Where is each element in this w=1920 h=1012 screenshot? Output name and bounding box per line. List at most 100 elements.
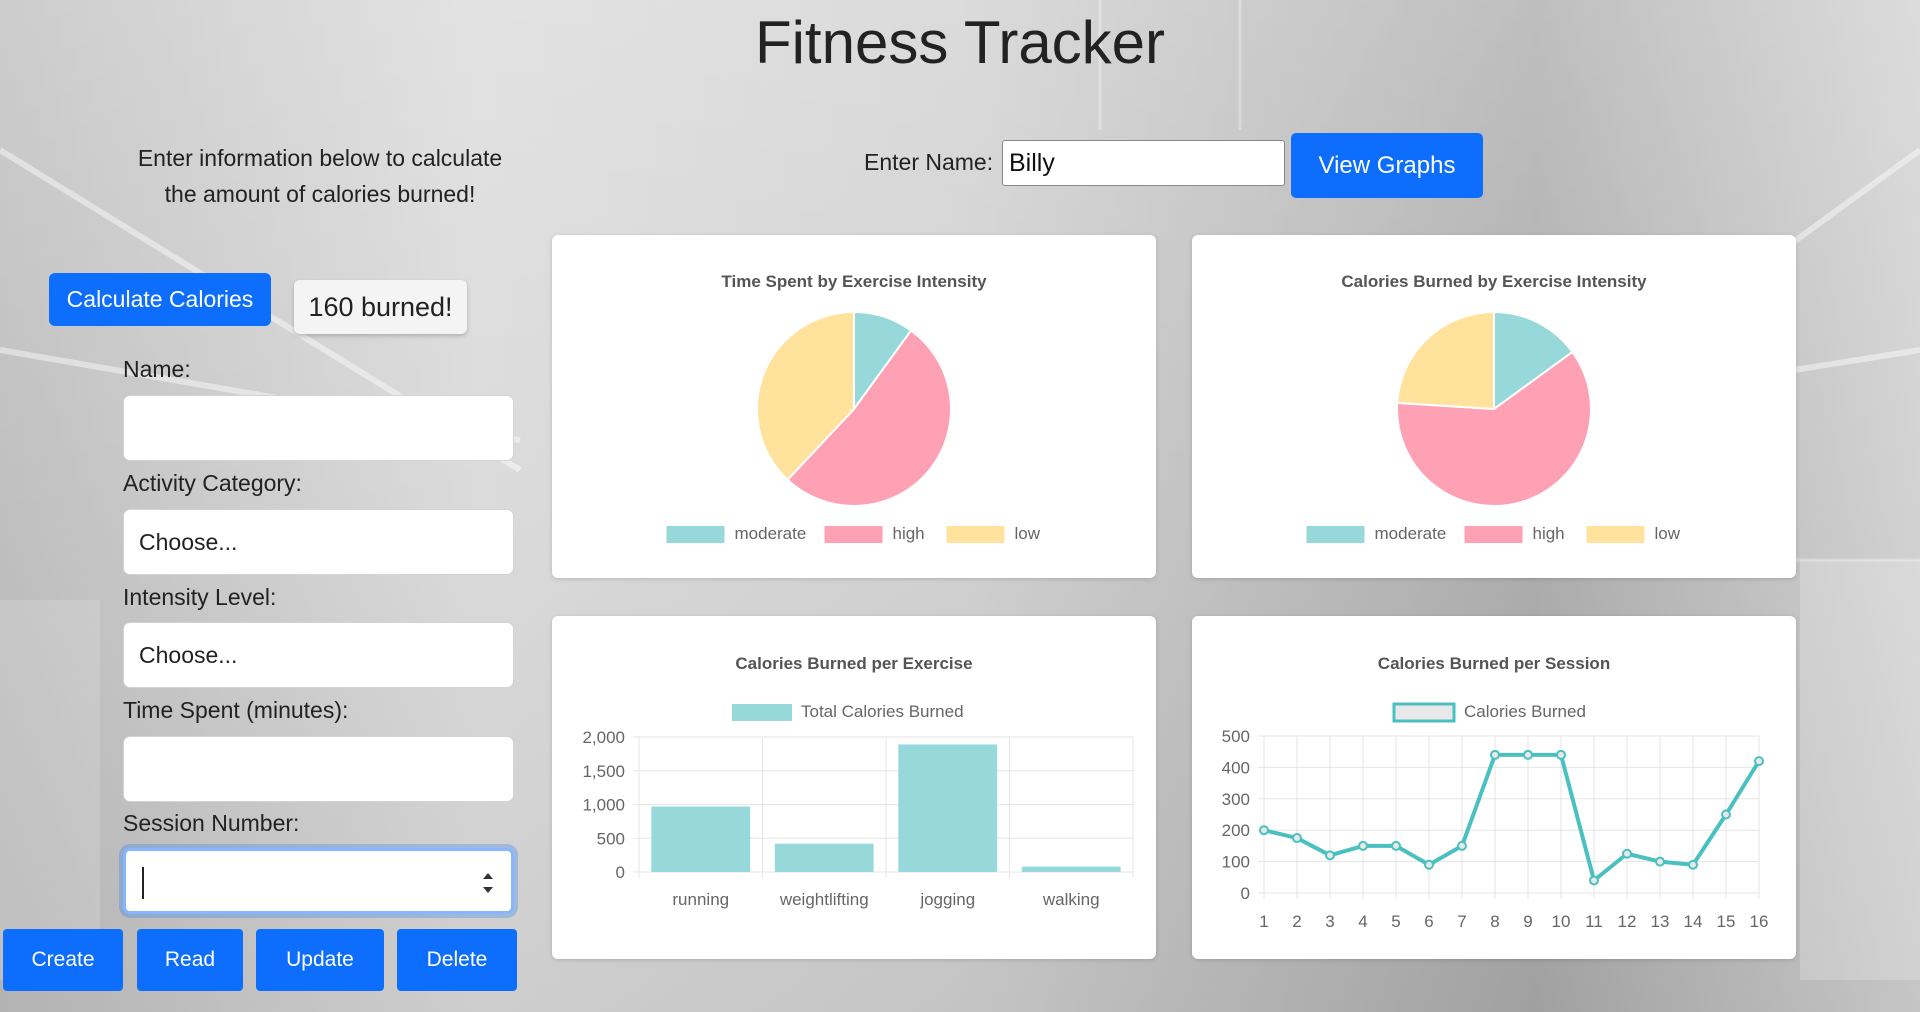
enter-name-input[interactable]: Billy bbox=[1002, 140, 1285, 186]
data-point-8 bbox=[1490, 749, 1500, 760]
y-tick-label: 0 bbox=[1241, 884, 1250, 903]
legend-swatch-high bbox=[824, 526, 883, 543]
time-spent-label: Time Spent (minutes): bbox=[123, 697, 349, 723]
x-tick-label: running bbox=[672, 890, 729, 909]
legend-swatch-moderate bbox=[1306, 526, 1365, 543]
time-spent-input[interactable] bbox=[123, 736, 514, 802]
series-line bbox=[1263, 752, 1761, 883]
data-point-3 bbox=[1325, 850, 1335, 861]
read-button[interactable]: Read bbox=[137, 929, 243, 991]
instructions-text: Enter information below to calculate the… bbox=[110, 140, 530, 212]
data-point-1 bbox=[1259, 825, 1269, 836]
data-point-9 bbox=[1523, 749, 1533, 760]
legend-swatch bbox=[1392, 702, 1456, 723]
y-tick-label: 0 bbox=[616, 863, 625, 882]
intensity-level-select[interactable]: Choose... bbox=[123, 622, 514, 688]
legend-swatch-low bbox=[1586, 526, 1645, 543]
legend-label-low: low bbox=[1655, 524, 1681, 543]
x-tick-label: 8 bbox=[1490, 912, 1499, 931]
x-tick-label: 15 bbox=[1717, 912, 1736, 931]
chart-title: Calories Burned per Session bbox=[1378, 654, 1610, 673]
legend-label-high: high bbox=[1533, 524, 1565, 543]
legend-label-high: high bbox=[893, 524, 925, 543]
legend-label-low: low bbox=[1015, 524, 1041, 543]
legend-label-moderate: moderate bbox=[735, 524, 807, 543]
delete-button[interactable]: Delete bbox=[397, 929, 517, 991]
legend-swatch bbox=[732, 704, 792, 721]
y-tick-label: 500 bbox=[597, 829, 625, 848]
y-tick-label: 400 bbox=[1222, 758, 1250, 777]
instructions-line-1: Enter information below to calculate bbox=[137, 145, 503, 171]
x-tick-label: 9 bbox=[1523, 912, 1532, 931]
x-tick-label: 5 bbox=[1391, 912, 1400, 931]
x-tick-label: 10 bbox=[1552, 912, 1571, 931]
enter-name-label: Enter Name: bbox=[864, 149, 994, 175]
legend-label-moderate: moderate bbox=[1375, 524, 1447, 543]
x-tick-label: 12 bbox=[1618, 912, 1637, 931]
intensity-level-label: Intensity Level: bbox=[123, 584, 277, 610]
data-point-7 bbox=[1457, 840, 1467, 851]
time-intensity-chart-card: Time Spent by Exercise Intensity moderate… bbox=[552, 235, 1156, 578]
x-tick-label: weightlifting bbox=[779, 890, 869, 909]
y-tick-label: 2,000 bbox=[582, 728, 625, 747]
data-point-5 bbox=[1391, 840, 1401, 851]
pie-slice-high bbox=[786, 329, 952, 507]
page-title: Fitness Tracker bbox=[754, 9, 1166, 76]
calories-session-chart-card: Calories Burned per Session Calories Burn… bbox=[1192, 616, 1796, 959]
view-graphs-button[interactable]: View Graphs bbox=[1291, 133, 1483, 198]
bar-running bbox=[651, 806, 751, 872]
update-button[interactable]: Update bbox=[256, 929, 384, 991]
session-number-label: Session Number: bbox=[123, 810, 300, 836]
session-number-input[interactable] bbox=[123, 848, 514, 914]
x-tick-label: 2 bbox=[1292, 912, 1301, 931]
calculate-calories-button[interactable]: Calculate Calories bbox=[49, 273, 271, 326]
x-tick-label: 11 bbox=[1585, 912, 1603, 931]
legend-label: Calories Burned bbox=[1464, 702, 1586, 721]
y-tick-label: 500 bbox=[1222, 727, 1250, 746]
calories-intensity-pie-chart: Calories Burned by Exercise Intensity mod… bbox=[1306, 272, 1681, 543]
chart-title: Calories Burned per Exercise bbox=[735, 654, 972, 673]
x-tick-label: 16 bbox=[1750, 912, 1769, 931]
x-tick-label: 13 bbox=[1651, 912, 1670, 931]
data-point-14 bbox=[1688, 859, 1698, 870]
create-button[interactable]: Create bbox=[3, 929, 123, 991]
x-tick-label: 7 bbox=[1457, 912, 1466, 931]
chart-title: Calories Burned by Exercise Intensity bbox=[1341, 272, 1647, 291]
y-tick-label: 300 bbox=[1222, 790, 1250, 809]
bar-walking bbox=[1021, 866, 1121, 872]
y-tick-label: 200 bbox=[1222, 821, 1250, 840]
calories-exercise-chart-card: Calories Burned per Exercise Total Calori… bbox=[552, 616, 1156, 959]
y-tick-label: 1,000 bbox=[582, 796, 625, 815]
data-point-6 bbox=[1424, 859, 1434, 870]
legend-swatch-high bbox=[1464, 526, 1523, 543]
pie-slice-low bbox=[1396, 310, 1495, 411]
pie-slice-low bbox=[756, 310, 855, 482]
x-tick-label: 6 bbox=[1424, 912, 1433, 931]
number-spinner-icon[interactable] bbox=[479, 867, 497, 899]
data-point-16 bbox=[1754, 756, 1764, 767]
x-tick-label: walking bbox=[1042, 890, 1100, 909]
x-tick-label: 1 bbox=[1259, 912, 1268, 931]
legend-label: Total Calories Burned bbox=[801, 702, 964, 721]
instructions-line-2: the amount of calories burned! bbox=[164, 181, 476, 207]
calories-session-line-chart: Calories Burned per Session Calories Burn… bbox=[1222, 654, 1769, 931]
chart-title: Time Spent by Exercise Intensity bbox=[721, 272, 987, 291]
data-point-10 bbox=[1556, 749, 1566, 760]
activity-category-label: Activity Category: bbox=[123, 470, 302, 496]
data-point-15 bbox=[1721, 809, 1731, 820]
data-point-4 bbox=[1358, 840, 1368, 851]
y-tick-label: 1,500 bbox=[582, 762, 625, 781]
bar-weightlifting bbox=[774, 843, 874, 872]
data-point-13 bbox=[1655, 856, 1665, 867]
data-point-12 bbox=[1622, 848, 1632, 859]
legend-swatch-low bbox=[946, 526, 1005, 543]
data-point-11 bbox=[1589, 875, 1599, 886]
x-tick-label: 3 bbox=[1325, 912, 1334, 931]
name-label: Name: bbox=[123, 356, 191, 382]
name-input[interactable] bbox=[123, 395, 514, 461]
text-caret bbox=[142, 867, 144, 899]
calories-exercise-bar-chart: Calories Burned per Exercise Total Calori… bbox=[582, 654, 1134, 909]
pie-slice-high bbox=[1396, 350, 1592, 507]
activity-category-select[interactable]: Choose... bbox=[123, 509, 514, 575]
activity-category-value: Choose... bbox=[139, 529, 238, 555]
